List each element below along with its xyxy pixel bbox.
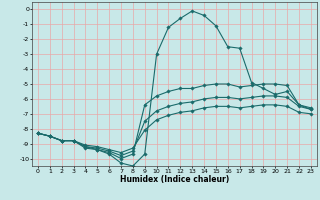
X-axis label: Humidex (Indice chaleur): Humidex (Indice chaleur) bbox=[120, 175, 229, 184]
